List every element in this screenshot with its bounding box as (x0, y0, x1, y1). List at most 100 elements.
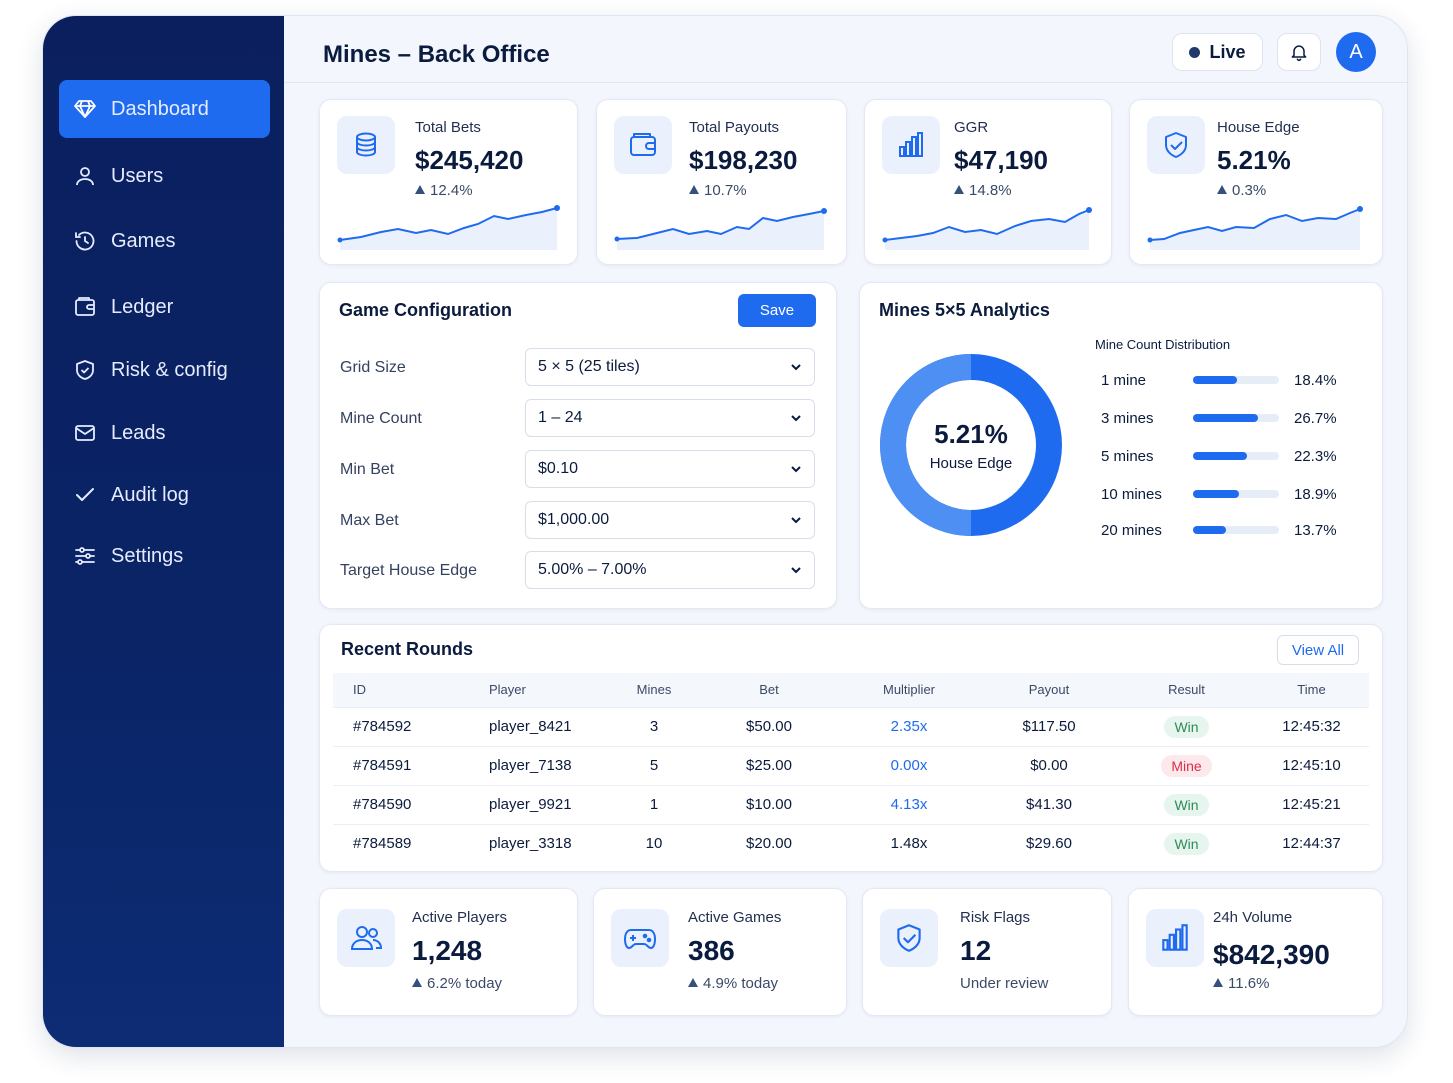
mines-count: 3 (609, 706, 699, 746)
round-id: #784589 (333, 823, 469, 863)
wallet-icon (75, 297, 95, 316)
sidebar-item-audit-log[interactable]: Audit log (59, 466, 270, 524)
gamepad-icon (624, 929, 656, 949)
result-cell: Win (1119, 706, 1254, 746)
stat-card-active-games: Active Games 386 4.9% today (593, 888, 847, 1016)
bet-amount: $10.00 (699, 784, 839, 824)
column-header: Bet (699, 673, 839, 707)
table-row[interactable]: #784590 player_9921 1 $10.00 4.13x $41.3… (333, 784, 1369, 824)
grid-size-label: Grid Size (340, 359, 406, 376)
dist-label: 20 mines (1101, 522, 1162, 539)
stat-label: 24h Volume (1213, 909, 1293, 926)
user-icon (76, 167, 94, 186)
sidebar-item-leads[interactable]: Leads (59, 404, 270, 462)
sidebar-item-risk-config[interactable]: Risk & config (59, 341, 270, 399)
column-header: Result (1119, 673, 1254, 707)
stat-sub: 11.6% (1213, 975, 1269, 992)
min-bet-label: Min Bet (340, 461, 395, 478)
player-name: player_8421 (469, 706, 609, 746)
live-toggle-button[interactable]: Live (1172, 33, 1263, 71)
dist-label: 3 mines (1101, 410, 1154, 427)
target-house-edge-label: Target House Edge (340, 562, 477, 579)
history-icon (75, 231, 95, 251)
stat-label: Risk Flags (960, 909, 1031, 926)
stat-value: $842,390 (1213, 939, 1330, 970)
sidebar-item-label: Risk & config (111, 358, 228, 381)
view-all-button[interactable]: View All (1277, 635, 1359, 665)
sliders-icon (75, 547, 95, 565)
sparkline (337, 205, 560, 250)
result-badge: Win (1164, 832, 1209, 855)
max-bet-label: Max Bet (340, 512, 399, 529)
column-header: Multiplier (839, 673, 979, 707)
page-title: Mines – Back Office (323, 41, 550, 68)
up-arrow-icon (688, 978, 698, 987)
sidebar-item-ledger[interactable]: Ledger (59, 278, 270, 336)
grid-size-select[interactable]: 5 × 5 (25 tiles) (525, 348, 815, 386)
mine-count-label: Mine Count (340, 410, 422, 427)
chevron-down-icon (791, 466, 801, 473)
sidebar-item-settings[interactable]: Settings (59, 527, 270, 585)
column-header: Mines (609, 673, 699, 707)
kpi-icon-box (882, 116, 940, 174)
payout-amount: $117.50 (979, 706, 1119, 746)
donut-label: House Edge (929, 455, 1013, 472)
stat-card-24h-volume: 24h Volume $842,390 11.6% (1128, 888, 1383, 1016)
kpi-value: $245,420 (415, 145, 524, 175)
chevron-down-icon (791, 364, 801, 371)
chevron-down-icon (791, 567, 801, 574)
main-content: Mines – Back Office Live A Total Bets $2… (284, 16, 1407, 1047)
mines-count: 5 (609, 745, 699, 785)
kpi-icon-box (1147, 116, 1205, 174)
avatar[interactable]: A (1336, 32, 1376, 72)
sparkline (882, 207, 1092, 250)
dist-label: 5 mines (1101, 448, 1154, 465)
sidebar-item-label: Games (111, 229, 176, 252)
sidebar-item-label: Ledger (111, 295, 174, 318)
result-cell: Mine (1119, 745, 1254, 785)
table-row[interactable]: #784592 player_8421 3 $50.00 2.35x $117.… (333, 706, 1369, 746)
result-cell: Win (1119, 823, 1254, 863)
dist-bar (1193, 452, 1247, 460)
player-name: player_3318 (469, 823, 609, 863)
stat-sub: 6.2% today (412, 975, 502, 992)
sidebar-item-dashboard[interactable]: Dashboard (59, 80, 270, 138)
multiplier: 1.48x (839, 823, 979, 863)
live-label: Live (1209, 41, 1246, 62)
round-id: #784592 (333, 706, 469, 746)
dist-bar-track (1193, 376, 1279, 384)
mine-count-select[interactable]: 1 – 24 (525, 399, 815, 437)
multiplier: 2.35x (839, 706, 979, 746)
min-bet-select[interactable]: $0.10 (525, 450, 815, 488)
up-arrow-icon (1217, 185, 1227, 194)
save-button[interactable]: Save (738, 294, 816, 327)
stat-icon-box (1146, 909, 1204, 967)
dist-bar-track (1193, 452, 1279, 460)
wallet-icon (630, 133, 656, 156)
payout-amount: $41.30 (979, 784, 1119, 824)
dist-pct: 26.7% (1294, 410, 1337, 427)
sidebar-item-users[interactable]: Users (59, 147, 270, 205)
max-bet-select[interactable]: $1,000.00 (525, 501, 815, 539)
stat-value: 1,248 (412, 935, 483, 966)
stat-sub: Under review (960, 975, 1049, 992)
target-house-edge-select[interactable]: 5.00% – 7.00% (525, 551, 815, 589)
sidebar-item-games[interactable]: Games (59, 212, 270, 270)
table-row[interactable]: #784591 player_7138 5 $25.00 0.00x $0.00… (333, 745, 1369, 785)
round-time: 12:45:32 (1254, 706, 1369, 746)
bell-icon (1291, 45, 1307, 62)
sidebar-item-label: Audit log (111, 483, 189, 506)
dist-pct: 22.3% (1294, 448, 1337, 465)
kpi-card-total-payouts: Total Payouts $198,230 10.7% (596, 99, 847, 265)
table-row[interactable]: #784589 player_3318 10 $20.00 1.48x $29.… (333, 823, 1369, 863)
kpi-icon-box (614, 116, 672, 174)
round-time: 12:45:21 (1254, 784, 1369, 824)
bar-chart-icon (1162, 924, 1188, 951)
column-header: Payout (979, 673, 1119, 707)
dist-bar (1193, 526, 1227, 534)
users-icon (350, 926, 383, 950)
section-title: Mines 5×5 Analytics (879, 300, 1050, 320)
notifications-button[interactable] (1277, 33, 1321, 71)
kpi-card-ggr: GGR $47,190 14.8% (864, 99, 1112, 265)
header-divider (284, 82, 1407, 83)
